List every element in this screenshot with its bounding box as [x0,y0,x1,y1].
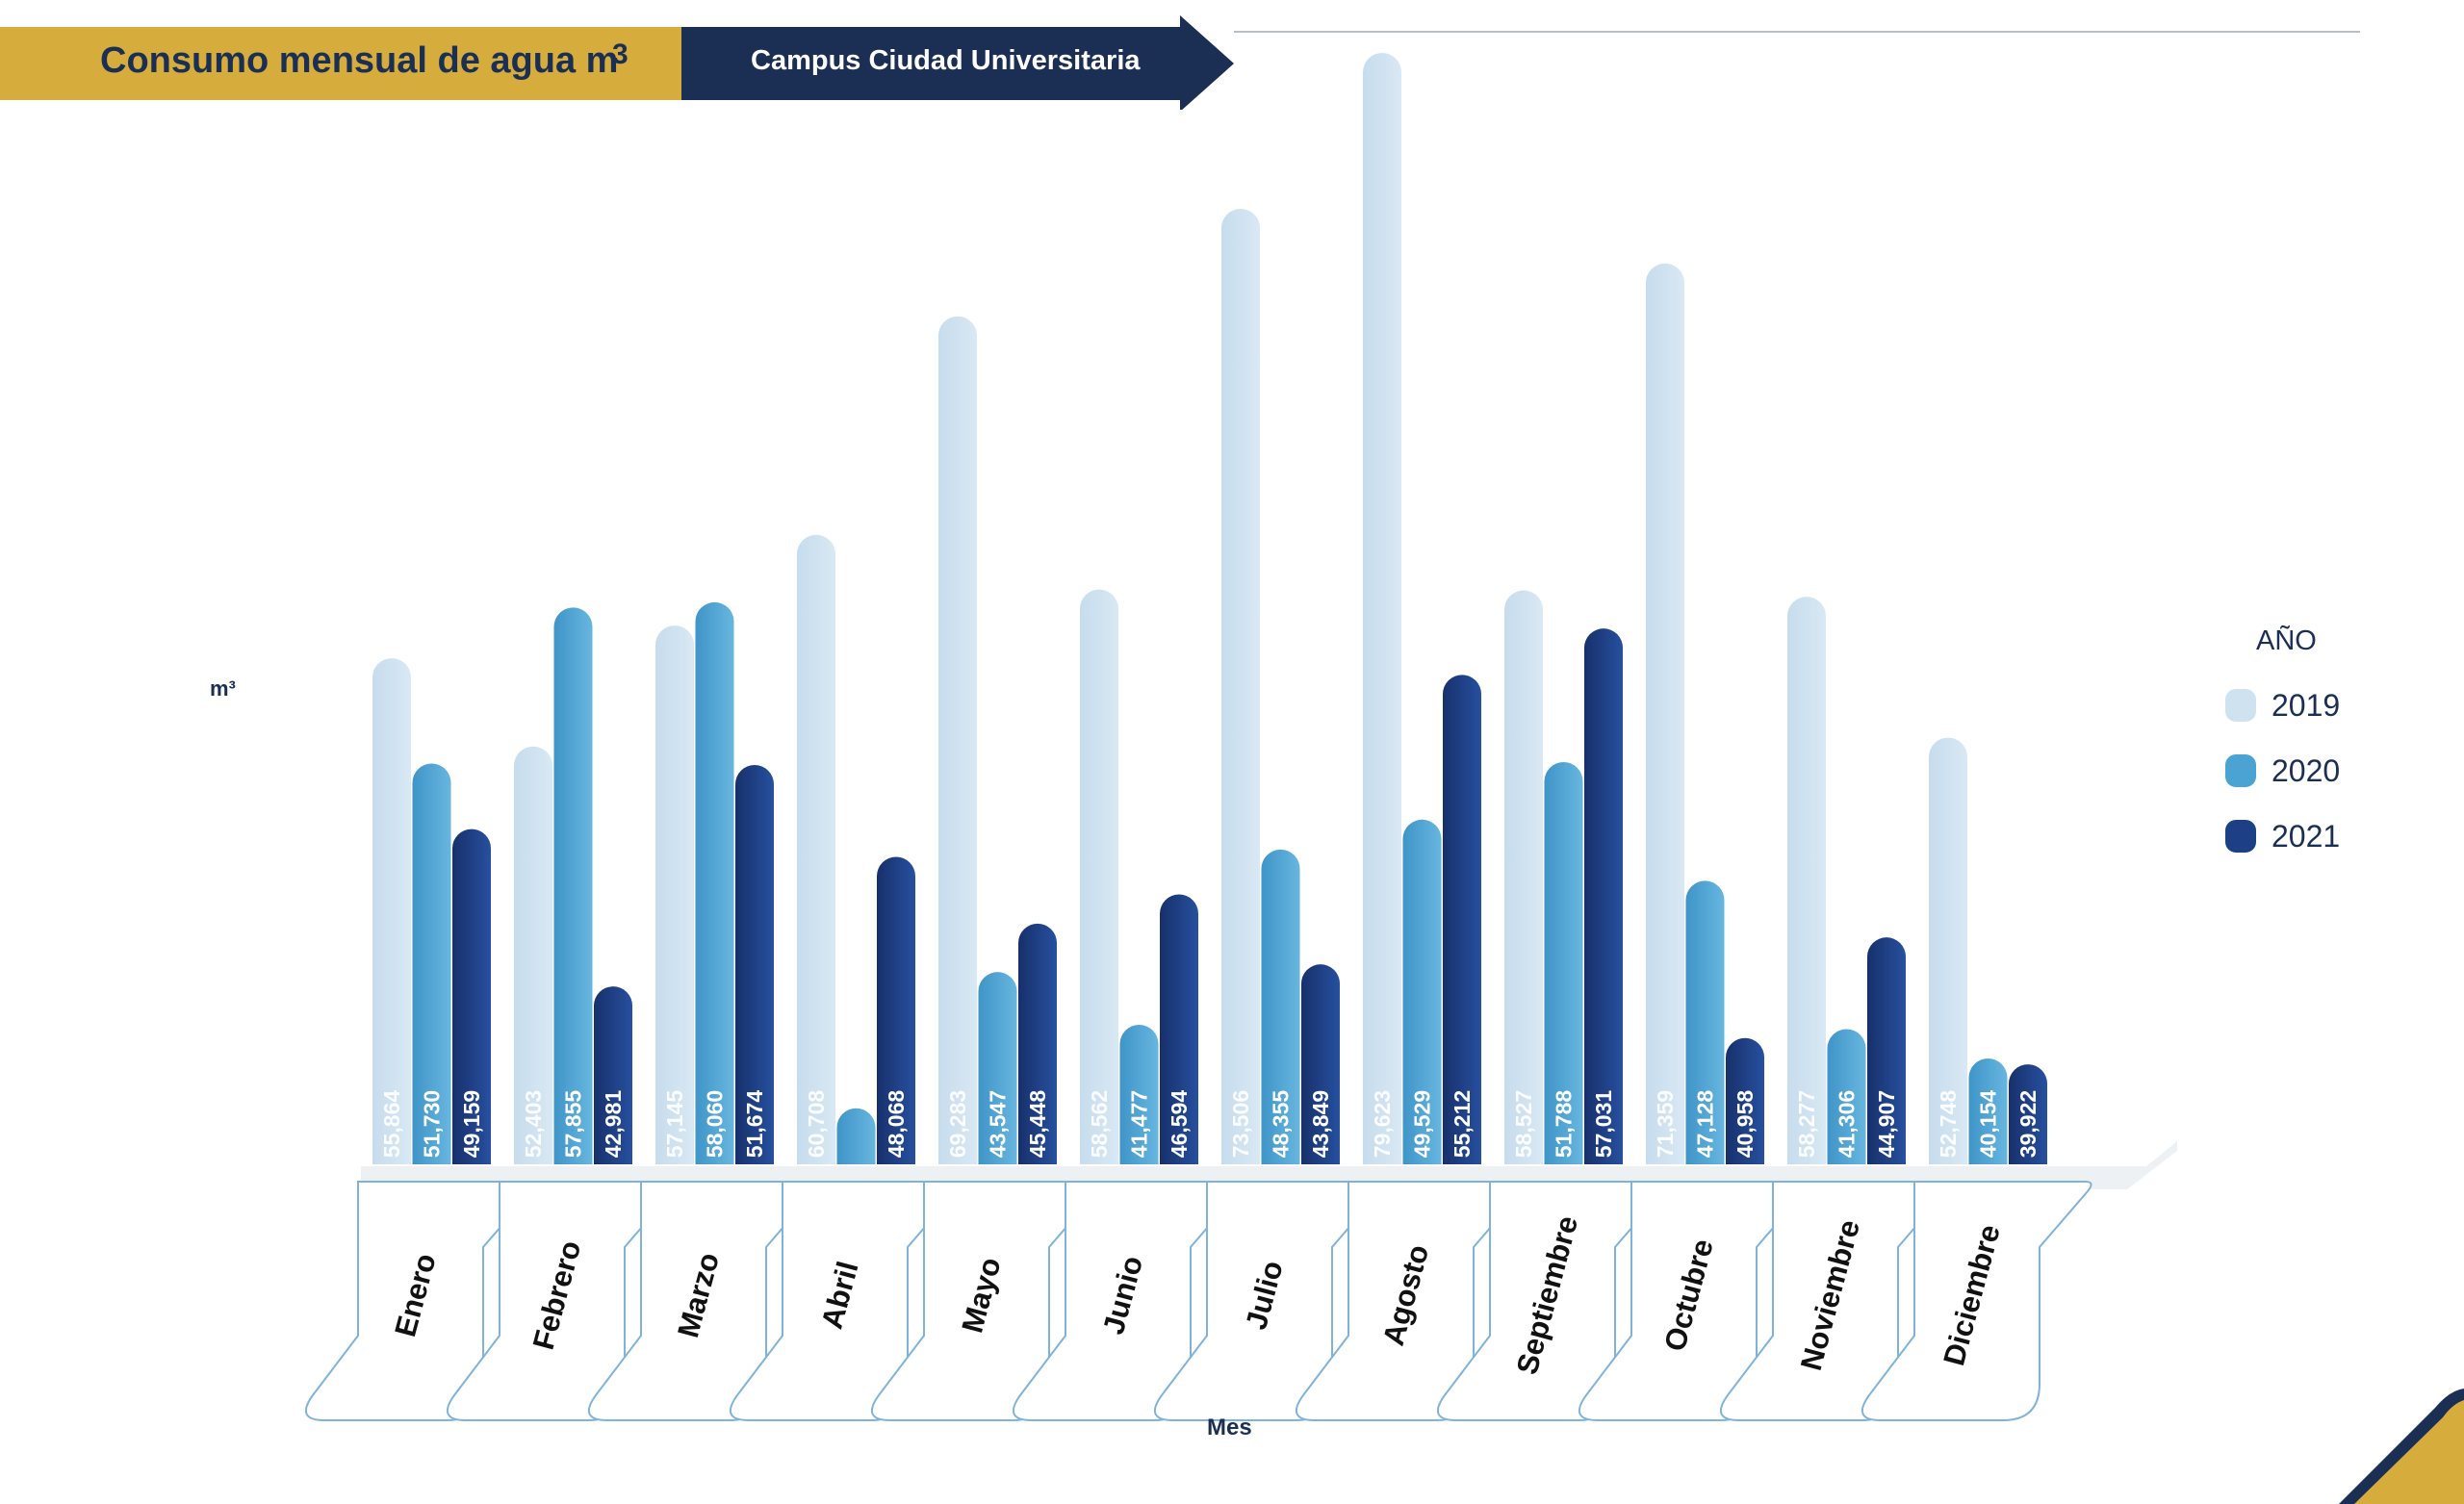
value-label-julio-2020: 48,355 [1269,1090,1294,1159]
bar-febrero-2019 [514,746,552,1164]
chart-subtitle: Campus Ciudad Universitaria [751,45,1141,76]
bar-abril-2021 [877,856,915,1164]
value-label-septiembre-2020: 51,788 [1552,1090,1577,1159]
legend-swatch-2021 [2225,820,2256,853]
bar-febrero-2020 [553,607,593,1164]
value-label-enero-2020: 51,730 [420,1090,445,1158]
value-label-septiembre-2019: 58,527 [1511,1090,1536,1158]
value-label-abril-2019: 60,708 [804,1090,829,1159]
value-label-diciembre-2019: 52,748 [1936,1090,1961,1159]
banner-background [0,15,1234,110]
value-label-noviembre-2019: 58,277 [1794,1090,1819,1158]
value-label-septiembre-2021: 57,031 [1591,1090,1616,1159]
value-label-julio-2019: 73,506 [1228,1090,1253,1158]
value-label-junio-2020: 41,477 [1127,1090,1152,1158]
chart-title: Consumo mensual de agua m [100,40,619,81]
value-label-octubre-2020: 47,128 [1693,1090,1718,1159]
bar-noviembre-2020 [1827,1029,1866,1164]
value-label-diciembre-2020: 40,154 [1976,1090,2001,1159]
value-label-agosto-2021: 55,212 [1450,1090,1475,1158]
legend-label-2021: 2021 [2272,818,2341,854]
bar-mayo-2021 [1018,923,1057,1164]
legend-title: AÑO [2256,625,2317,656]
chart-title-superscript: 3 [612,38,629,70]
bar-septiembre-2021 [1584,628,1623,1164]
value-label-junio-2019: 58,562 [1087,1090,1112,1158]
value-label-enero-2019: 55,864 [379,1090,404,1159]
bar-octubre-2021 [1726,1037,1764,1164]
legend-label-2019: 2019 [2272,687,2341,723]
bar-enero-2020 [412,763,451,1164]
bar-enero-2019 [372,658,411,1164]
bar-diciembre-2021 [2009,1064,2047,1164]
value-label-enero-2021: 49,159 [459,1090,484,1158]
bar-septiembre-2019 [1504,590,1543,1164]
month-tab-diciembre [1861,1181,2092,1421]
bar-julio-2021 [1301,964,1340,1164]
bar-octubre-2019 [1646,263,1684,1164]
bar-julio-2019 [1221,208,1260,1165]
corner-gold-shape [2354,1400,2464,1504]
value-label-octubre-2021: 40,958 [1732,1090,1758,1159]
legend-swatch-2019 [2225,689,2256,722]
bar-mayo-2020 [978,972,1017,1164]
bar-abril-2020 [836,1108,876,1164]
bar-junio-2021 [1160,894,1198,1164]
value-label-febrero-2019: 52,403 [521,1090,546,1158]
month-tabs-group: Enero Febrero Marzo Abril Mayo Junio Julio Agos… [305,1181,2092,1421]
value-label-mayo-2020: 43,547 [986,1090,1011,1158]
value-label-agosto-2020: 49,529 [1410,1090,1435,1158]
value-label-febrero-2020: 57,855 [561,1090,586,1159]
bars-group [361,53,2177,1189]
legend-item-2020: 2020 [2225,738,2399,803]
value-label-junio-2021: 46,594 [1167,1090,1192,1159]
bar-abril-2019 [797,534,835,1164]
title-gold-band [0,27,681,100]
value-label-abril-2021: 48,068 [884,1090,909,1159]
value-label-mayo-2021: 45,448 [1025,1090,1050,1159]
corner-decoration [2339,1389,2464,1504]
chart-base [361,1141,2177,1189]
bar-octubre-2020 [1685,880,1725,1164]
bar-junio-2019 [1080,589,1118,1164]
bar-diciembre-2020 [1968,1058,2008,1164]
bar-mayo-2019 [938,316,977,1164]
value-label-octubre-2019: 71,359 [1653,1090,1678,1158]
value-label-diciembre-2021: 39,922 [2015,1090,2040,1158]
bar-noviembre-2021 [1867,937,1906,1164]
value-label-julio-2021: 43,849 [1308,1090,1333,1158]
bar-marzo-2020 [695,601,734,1164]
subtitle-arrow-band [681,15,1234,110]
legend: AÑO 2019 2020 2021 [2225,625,2399,869]
bar-noviembre-2019 [1787,597,1826,1164]
legend-swatch-2020 [2225,754,2256,787]
y-axis-label: m³ [210,676,236,701]
value-label-febrero-2021: 42,981 [601,1090,626,1159]
value-label-noviembre-2021: 44,907 [1874,1090,1899,1158]
bar-junio-2020 [1119,1024,1159,1164]
value-label-marzo-2021: 51,674 [742,1090,767,1159]
bar-marzo-2021 [735,765,774,1164]
chart-title-banner: Consumo mensual de agua m 3 Campus Ciuda… [0,13,1251,110]
x-axis-label: Mes [1207,1415,1252,1440]
legend-label-2020: 2020 [2272,752,2341,788]
value-label-mayo-2019: 69,283 [945,1090,970,1158]
bar-agosto-2021 [1443,675,1481,1164]
legend-item-2021: 2021 [2225,803,2399,869]
bar-febrero-2021 [594,986,632,1164]
bar-agosto-2020 [1402,819,1442,1164]
value-label-agosto-2019: 79,623 [1370,1090,1395,1158]
value-labels-group: 55,864 51,730 49,159 52,403 57,855 42,981 57,1… [379,1090,2040,1159]
value-label-marzo-2019: 57,145 [662,1090,687,1159]
bar-marzo-2019 [655,625,694,1164]
bar-agosto-2019 [1363,53,1401,1164]
bar-diciembre-2019 [1929,737,1967,1164]
bar-julio-2020 [1261,849,1300,1164]
bar-septiembre-2020 [1544,761,1583,1164]
legend-item-2019: 2019 [2225,673,2399,738]
value-label-noviembre-2020: 41,306 [1835,1090,1860,1158]
value-label-marzo-2020: 58,060 [703,1090,728,1158]
bar-enero-2021 [452,828,491,1164]
